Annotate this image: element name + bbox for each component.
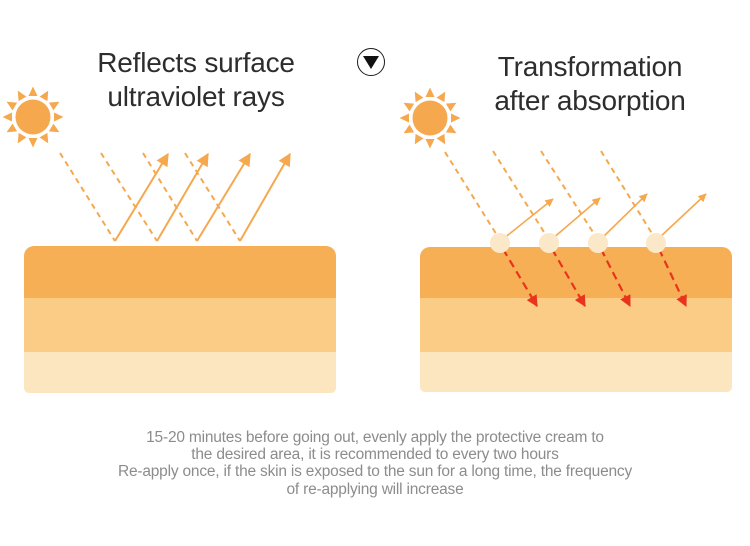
left-title-line1: Reflects surface bbox=[97, 47, 295, 78]
triangle-down-in-circle-icon bbox=[357, 48, 385, 76]
uv-reflected-arrows-left bbox=[114, 152, 291, 242]
left-panel-title: Reflects surface ultraviolet rays bbox=[40, 46, 352, 114]
triangle-down-glyph bbox=[363, 56, 379, 69]
skin-block-left bbox=[24, 246, 336, 393]
skin-layer-middle bbox=[24, 298, 336, 352]
skin-block-right bbox=[420, 247, 732, 392]
right-panel-title: Transformation after absorption bbox=[440, 50, 740, 118]
skin-layer-bottom bbox=[24, 352, 336, 393]
uv-incoming-rays-left bbox=[59, 152, 241, 242]
caption-line2: the desired area, it is recommended to e… bbox=[191, 446, 559, 464]
uv-reemitted-arrows-right bbox=[502, 193, 707, 240]
uv-incoming-rays-right bbox=[444, 150, 657, 241]
caption-line1: 15-20 minutes before going out, evenly a… bbox=[146, 429, 604, 446]
skin-layer-middle bbox=[420, 298, 732, 352]
caption-line4: of re-applying will increase bbox=[286, 480, 464, 498]
right-title-line1: Transformation bbox=[497, 51, 683, 82]
usage-instructions: 15-20 minutes before going out, evenly a… bbox=[0, 429, 750, 498]
right-title-line2: after absorption bbox=[494, 85, 686, 116]
caption-line3: Re-apply once, if the skin is exposed to… bbox=[117, 463, 633, 481]
left-title-line2: ultraviolet rays bbox=[107, 81, 285, 112]
skin-layer-top bbox=[420, 247, 732, 298]
skin-layer-bottom bbox=[420, 352, 732, 392]
skin-layer-top bbox=[24, 246, 336, 298]
